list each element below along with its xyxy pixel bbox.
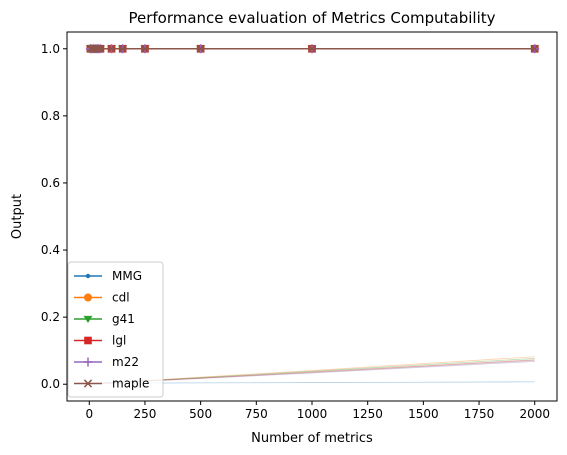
legend-item-lgl: lgl [74,334,126,348]
data-point [96,44,105,53]
data-point [85,273,91,279]
legend-item-maple: maple [74,377,149,391]
data-point [530,44,539,53]
legend-item-MMG: MMG [74,269,142,283]
data-point [307,44,317,53]
legend-item-g41: g41 [74,312,135,326]
y-tick-label: 0.4 [41,243,60,257]
y-tick-label: 1.0 [41,42,60,56]
legend-label: m22 [112,355,139,369]
x-tick-label: 1250 [352,407,383,421]
legend-label: lgl [112,334,126,348]
legend-label: maple [112,377,149,391]
data-point [107,44,116,53]
x-axis-label: Number of metrics [251,431,373,446]
x-tick-label: 750 [245,407,268,421]
chart-title: Performance evaluation of Metrics Comput… [128,9,495,27]
legend-label: g41 [112,312,135,326]
data-point [118,44,127,53]
series-layer [85,44,540,54]
data-point [84,336,92,345]
legend-item-cdl: cdl [74,291,130,305]
x-tick-label: 250 [134,407,157,421]
y-tick-label: 0.2 [41,310,60,324]
legend-label: MMG [112,269,142,283]
x-axis-ticks: 0 250 500 750 1000 1250 1500 1750 2000 [85,401,550,421]
legend-box [67,261,164,398]
x-tick-label: 2000 [519,407,550,421]
data-point [83,379,93,388]
y-axis-label: Output [10,194,25,239]
y-tick-label: 0.0 [41,377,60,391]
x-tick-label: 1750 [464,407,495,421]
x-tick-label: 500 [189,407,212,421]
data-point [83,357,93,367]
data-point [94,44,103,53]
data-point [140,44,150,53]
series-maple [86,44,539,53]
legend-label: cdl [112,291,130,305]
x-tick-label: 1000 [297,407,328,421]
data-point [196,44,205,53]
data-point [83,315,93,324]
y-tick-label: 0.8 [41,109,60,123]
legend: MMG cdl g41 lgl m22 maple [67,261,164,398]
legend-item-m22: m22 [74,355,139,369]
x-tick-label: 0 [85,407,93,421]
x-tick-label: 1500 [408,407,439,421]
y-axis-ticks: 0.0 0.2 0.4 0.6 0.8 1.0 [41,42,67,391]
y-tick-label: 0.6 [41,176,60,190]
data-point [84,293,92,302]
